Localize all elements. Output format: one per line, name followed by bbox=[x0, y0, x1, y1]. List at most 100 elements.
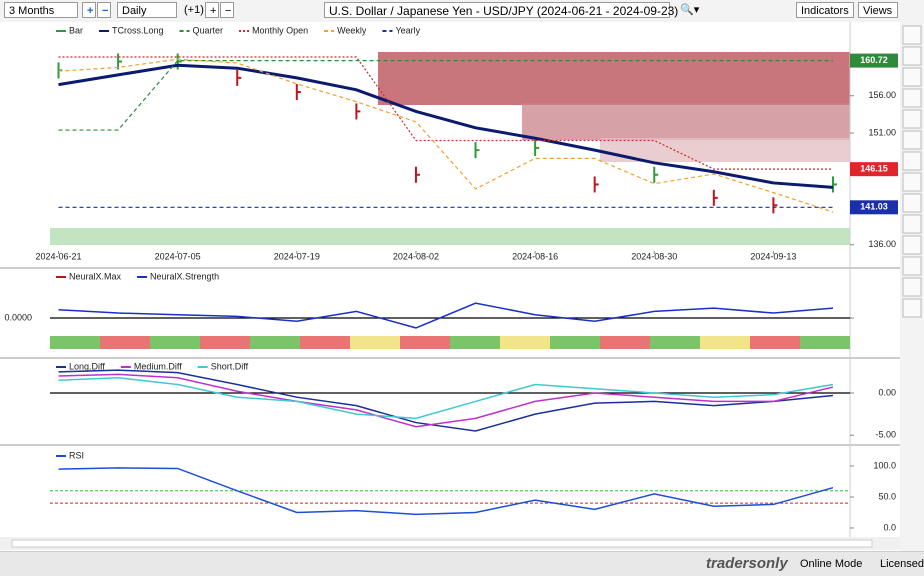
resistance-zone bbox=[378, 52, 850, 105]
signal-strip bbox=[350, 336, 400, 349]
price-bar bbox=[593, 176, 599, 193]
range-select[interactable]: 3 Months bbox=[4, 2, 78, 18]
y-tick-label: 0.0000 bbox=[4, 312, 32, 322]
legend-label: Bar bbox=[69, 25, 83, 35]
price-bar bbox=[355, 103, 361, 120]
price-label-box bbox=[850, 200, 898, 215]
price-bar bbox=[474, 142, 480, 159]
remove-button[interactable]: − bbox=[220, 2, 234, 18]
scroll-track[interactable] bbox=[11, 539, 873, 548]
price-label: 160.72 bbox=[860, 55, 888, 65]
x-tick-label: 2024-09-13 bbox=[750, 251, 796, 261]
support-zone bbox=[50, 228, 850, 245]
y-tick-label: 0.0 bbox=[883, 522, 896, 532]
x-tick-label: 2024-07-05 bbox=[155, 251, 201, 261]
tool-button[interactable] bbox=[902, 151, 922, 171]
signal-strip bbox=[550, 336, 600, 349]
legend-label: Yearly bbox=[395, 25, 420, 35]
price-bar bbox=[534, 139, 540, 156]
price-label: 146.15 bbox=[860, 164, 888, 174]
tool-button[interactable] bbox=[902, 130, 922, 150]
signal-strip bbox=[100, 336, 150, 349]
offset: (+1) bbox=[184, 4, 204, 16]
tool-button[interactable] bbox=[902, 88, 922, 108]
views-button[interactable]: Views bbox=[858, 2, 898, 18]
series-line bbox=[58, 369, 834, 432]
status-bar: tradersonly Online Mode Licensed bbox=[0, 551, 924, 576]
toolbar: 3 Months + − Daily (+1) + − U.S. Dollar … bbox=[0, 0, 924, 23]
signal-strip bbox=[250, 336, 300, 349]
x-tick-label: 2024-06-21 bbox=[35, 251, 81, 261]
symbol-title[interactable]: U.S. Dollar / Japanese Yen - USD/JPY (20… bbox=[324, 2, 678, 18]
tool-button[interactable] bbox=[902, 193, 922, 213]
signal-strip bbox=[600, 336, 650, 349]
y-tick-label: 156.00 bbox=[868, 90, 896, 100]
search-button[interactable]: 🔍▾ bbox=[680, 4, 700, 16]
signal-strip bbox=[50, 336, 100, 349]
add-button[interactable]: + bbox=[205, 2, 219, 18]
x-tick-label: 2024-08-02 bbox=[393, 251, 439, 261]
signal-strip bbox=[800, 336, 850, 349]
indicators-button[interactable]: Indicators bbox=[796, 2, 854, 18]
tool-button[interactable] bbox=[902, 256, 922, 276]
price-bar bbox=[117, 53, 123, 70]
tool-button[interactable] bbox=[902, 235, 922, 255]
legend-label: Monthly Open bbox=[252, 25, 308, 35]
signal-strip bbox=[300, 336, 350, 349]
legend-label: Long.Diff bbox=[69, 361, 105, 371]
tool-button[interactable] bbox=[902, 46, 922, 66]
series-line bbox=[58, 302, 834, 329]
legend-label: TCross.Long bbox=[112, 25, 164, 35]
series-line bbox=[58, 63, 834, 189]
y-tick-label: -5.00 bbox=[875, 430, 896, 440]
interval-select[interactable]: Daily bbox=[117, 2, 177, 18]
price-bar bbox=[414, 166, 420, 183]
price-bar bbox=[772, 197, 778, 214]
legend-label: NeuralX.Max bbox=[69, 271, 122, 281]
signal-strip bbox=[650, 336, 700, 349]
resistance-zone bbox=[522, 103, 850, 140]
legend-label: Medium.Diff bbox=[134, 361, 182, 371]
legend-label: Weekly bbox=[337, 25, 367, 35]
signal-strip bbox=[400, 336, 450, 349]
tool-button[interactable] bbox=[902, 277, 922, 297]
tool-button[interactable] bbox=[902, 25, 922, 45]
price-bar bbox=[831, 176, 837, 193]
signal-strip bbox=[150, 336, 200, 349]
signal-strip bbox=[500, 336, 550, 349]
chart-area: 136.00 151.00 156.00 2024-06-21 2024-07-05 20… bbox=[0, 22, 924, 551]
series-line bbox=[58, 467, 834, 516]
x-tick-label: 2024-07-19 bbox=[274, 251, 320, 261]
price-label: 141.03 bbox=[860, 202, 888, 212]
zoom-out[interactable]: − bbox=[97, 2, 111, 18]
signal-strip bbox=[200, 336, 250, 349]
legend-label: RSI bbox=[69, 450, 84, 460]
y-tick-label: 50.0 bbox=[878, 491, 896, 501]
tool-button[interactable] bbox=[902, 109, 922, 129]
y-tick-label: 0.00 bbox=[878, 387, 896, 397]
signal-strip bbox=[700, 336, 750, 349]
tool-button[interactable] bbox=[902, 298, 922, 318]
price-bar bbox=[295, 84, 301, 101]
series-line bbox=[58, 377, 834, 420]
price-bar bbox=[236, 69, 242, 86]
price-bar bbox=[653, 166, 659, 183]
signal-strip bbox=[450, 336, 500, 349]
price-label-box bbox=[850, 162, 898, 177]
y-tick-label: 100.0 bbox=[873, 460, 896, 470]
legend-label: Quarter bbox=[193, 25, 224, 35]
y-tick-label: 151.00 bbox=[868, 127, 896, 137]
price-label-box bbox=[850, 53, 898, 68]
legend-label: Short.Diff bbox=[211, 361, 249, 371]
tool-button[interactable] bbox=[902, 172, 922, 192]
tool-button[interactable] bbox=[902, 214, 922, 234]
side-tools bbox=[902, 25, 922, 318]
series-line bbox=[58, 373, 834, 428]
zoom-in[interactable]: + bbox=[82, 2, 96, 18]
series-line bbox=[58, 56, 833, 170]
price-bar bbox=[712, 189, 718, 206]
signal-strip bbox=[750, 336, 800, 349]
tool-button[interactable] bbox=[902, 67, 922, 87]
mode: Online Mode bbox=[800, 558, 863, 570]
